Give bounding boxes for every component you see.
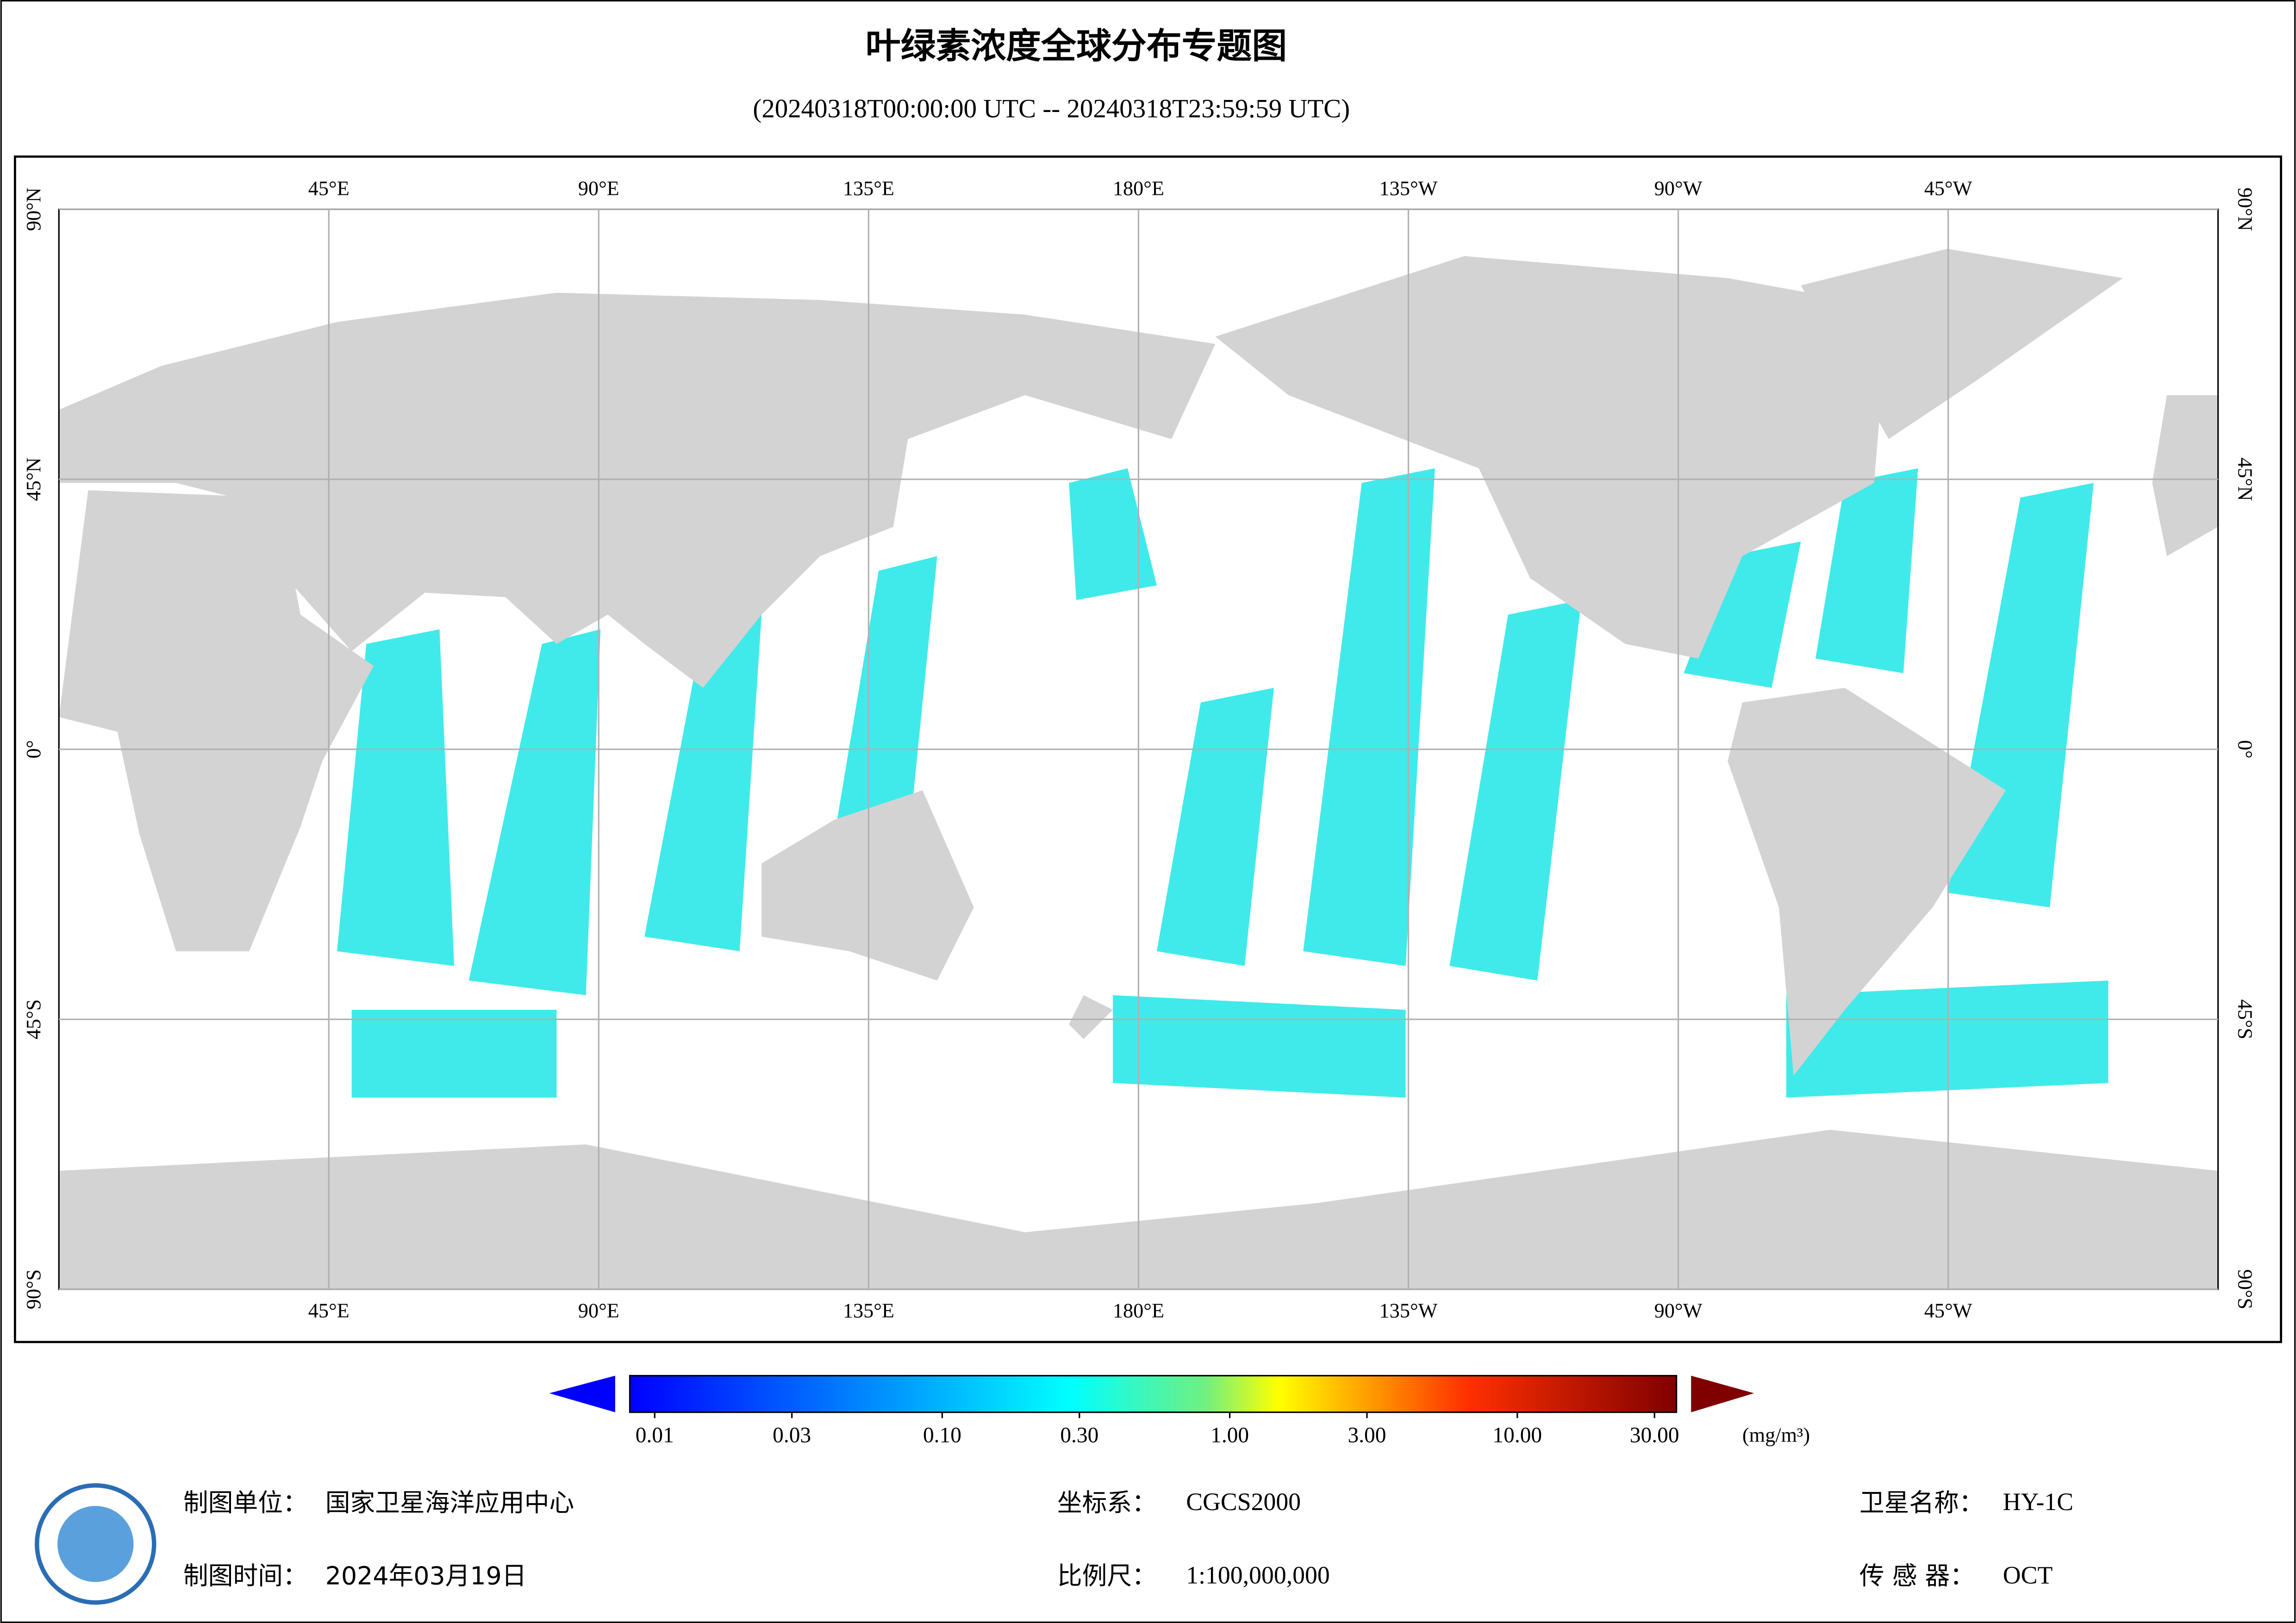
colorbar-bar [629, 1374, 1678, 1413]
colorbar-tick-label: 3.00 [1348, 1423, 1386, 1447]
footer-value: 国家卫星海洋应用中心 [325, 1488, 574, 1517]
title: 叶绿素浓度全球分布专题图 [866, 25, 1287, 66]
footer-key: 制图单位： [183, 1488, 308, 1517]
swath [468, 629, 601, 995]
lat-label: 90°N [2234, 187, 2256, 231]
greenland [1801, 249, 2123, 439]
lon-label: 135°W [1379, 177, 1438, 199]
lat-label: 45°N [22, 458, 45, 501]
lat-label: 90°S [22, 1269, 45, 1310]
lon-label: 90°E [578, 1300, 619, 1322]
swath [337, 629, 455, 966]
lon-label: 135°E [843, 1300, 894, 1322]
lon-label: 135°E [843, 177, 894, 199]
swath [1816, 468, 1918, 673]
colorbar-tick-label: 30.00 [1630, 1423, 1679, 1447]
south-america [1728, 688, 2006, 1076]
lat-label: 45°S [22, 999, 45, 1039]
footer-key: 制图时间： [183, 1561, 308, 1591]
lon-label: 90°W [1654, 177, 1703, 199]
lon-label: 90°E [578, 177, 619, 199]
swath [835, 556, 937, 849]
africa [59, 490, 374, 951]
footer-value: OCT [2003, 1561, 2053, 1589]
lon-label: 45°E [308, 1300, 349, 1322]
swath [1156, 688, 1274, 966]
logo-globe [57, 1506, 134, 1582]
footer-key: 传 感 器： [1859, 1561, 1975, 1591]
lat-label: 45°N [2234, 458, 2256, 501]
lat-label: 0° [2234, 740, 2256, 759]
australia [761, 790, 974, 981]
europe-west [2152, 395, 2218, 556]
colorbar-tick-label: 0.10 [923, 1423, 961, 1447]
colorbar-tick-label: 0.03 [773, 1423, 811, 1447]
lon-label: 180°E [1113, 1300, 1164, 1322]
footer-key: 卫星名称： [1859, 1488, 1984, 1517]
lat-label: 45°S [2234, 999, 2256, 1039]
colorbar-tick-label: 0.01 [636, 1423, 674, 1447]
eurasia [59, 292, 1216, 688]
colorbar: (mg/m³) [549, 1374, 1810, 1447]
footer-value: 2024年03月19日 [325, 1561, 527, 1591]
lon-label: 45°W [1924, 1300, 1972, 1322]
colorbar-high-arrow [1691, 1375, 1754, 1412]
lat-label: 90°S [2234, 1269, 2256, 1310]
swath [1303, 468, 1435, 966]
swath [1069, 468, 1157, 600]
lat-label: 90°N [22, 187, 45, 231]
lat-label: 0° [22, 740, 45, 759]
swath [1786, 980, 2109, 1098]
chlorophyll-swaths [337, 468, 2109, 1098]
swath [644, 615, 762, 951]
footer-value: HY-1C [2003, 1488, 2073, 1516]
map-frame [14, 155, 2282, 1343]
footer-value: CGCS2000 [1186, 1488, 1301, 1516]
footer-key: 比例尺： [1057, 1561, 1157, 1591]
footer-value: 1:100,000,000 [1186, 1561, 1330, 1589]
lon-label: 90°W [1654, 1300, 1703, 1322]
swath [1113, 995, 1406, 1098]
lon-label: 45°W [1924, 177, 1972, 199]
colorbar-tick-label: 10.00 [1492, 1423, 1542, 1447]
swath [351, 1009, 557, 1098]
north-america [1215, 256, 1889, 659]
colorbar-low-arrow [549, 1375, 615, 1412]
lon-label: 180°E [1113, 177, 1164, 199]
footer-key: 坐标系： [1057, 1488, 1157, 1517]
logo [35, 1483, 156, 1605]
lon-label: 45°E [308, 177, 349, 199]
colorbar-tick-label: 0.30 [1060, 1423, 1098, 1447]
swath [1684, 541, 1801, 688]
colorbar-tick-label: 1.00 [1210, 1423, 1249, 1447]
lon-label: 135°W [1379, 1300, 1438, 1322]
swath [1449, 600, 1582, 981]
colorbar-unit: (mg/m³) [1742, 1424, 1810, 1447]
new-zealand [1069, 995, 1113, 1039]
subtitle: (20240318T00:00:00 UTC -- 20240318T23:59… [753, 94, 1350, 123]
